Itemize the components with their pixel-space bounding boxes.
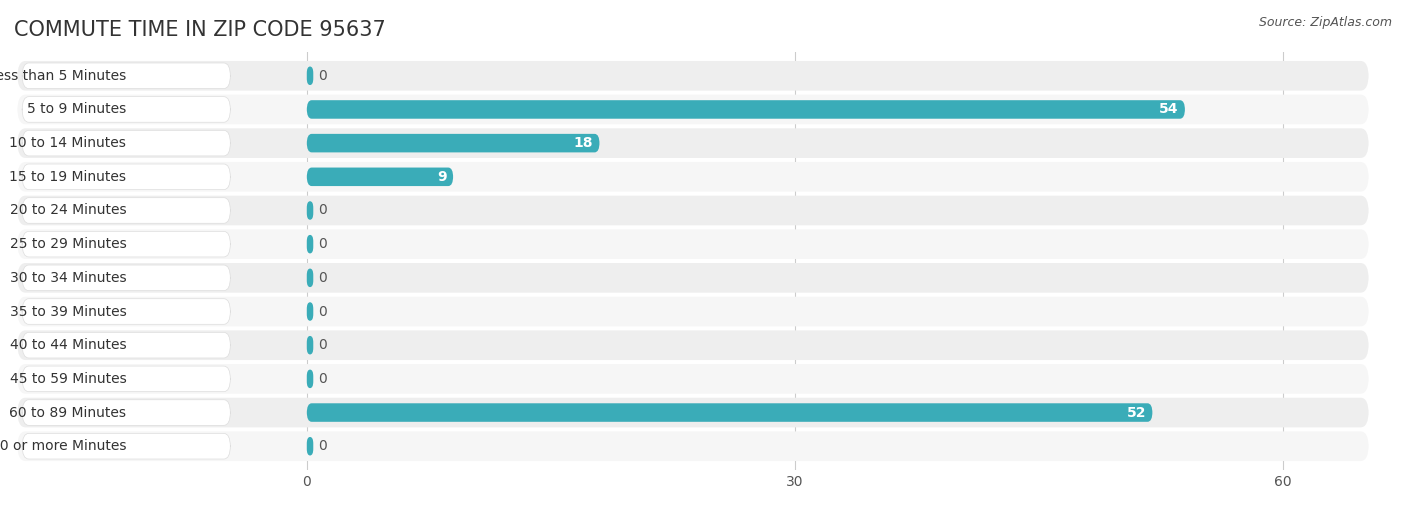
Text: 0: 0 bbox=[318, 372, 328, 386]
Text: 54: 54 bbox=[1159, 102, 1178, 116]
FancyBboxPatch shape bbox=[307, 437, 314, 456]
Text: 15 to 19 Minutes: 15 to 19 Minutes bbox=[10, 170, 127, 184]
Text: 52: 52 bbox=[1126, 406, 1146, 420]
FancyBboxPatch shape bbox=[307, 302, 314, 321]
FancyBboxPatch shape bbox=[17, 330, 1368, 360]
FancyBboxPatch shape bbox=[22, 366, 231, 392]
Text: 60 to 89 Minutes: 60 to 89 Minutes bbox=[10, 406, 127, 420]
Text: 25 to 29 Minutes: 25 to 29 Minutes bbox=[10, 237, 127, 251]
FancyBboxPatch shape bbox=[22, 400, 231, 425]
FancyBboxPatch shape bbox=[307, 201, 314, 220]
Text: 20 to 24 Minutes: 20 to 24 Minutes bbox=[10, 204, 127, 218]
FancyBboxPatch shape bbox=[22, 333, 231, 358]
FancyBboxPatch shape bbox=[307, 336, 314, 354]
FancyBboxPatch shape bbox=[17, 196, 1368, 226]
FancyBboxPatch shape bbox=[307, 66, 314, 85]
FancyBboxPatch shape bbox=[17, 263, 1368, 293]
FancyBboxPatch shape bbox=[17, 162, 1368, 192]
Text: 90 or more Minutes: 90 or more Minutes bbox=[0, 439, 127, 453]
FancyBboxPatch shape bbox=[307, 235, 314, 253]
FancyBboxPatch shape bbox=[22, 433, 231, 459]
Text: 0: 0 bbox=[318, 271, 328, 285]
FancyBboxPatch shape bbox=[307, 100, 1185, 118]
Text: Less than 5 Minutes: Less than 5 Minutes bbox=[0, 69, 127, 83]
Text: 0: 0 bbox=[318, 338, 328, 352]
FancyBboxPatch shape bbox=[22, 97, 231, 122]
Text: 0: 0 bbox=[318, 439, 328, 453]
Text: 9: 9 bbox=[437, 170, 447, 184]
FancyBboxPatch shape bbox=[22, 265, 231, 291]
FancyBboxPatch shape bbox=[17, 128, 1368, 158]
FancyBboxPatch shape bbox=[17, 431, 1368, 461]
Text: Source: ZipAtlas.com: Source: ZipAtlas.com bbox=[1258, 16, 1392, 29]
Text: 40 to 44 Minutes: 40 to 44 Minutes bbox=[10, 338, 127, 352]
FancyBboxPatch shape bbox=[22, 198, 231, 223]
Text: 35 to 39 Minutes: 35 to 39 Minutes bbox=[10, 304, 127, 318]
FancyBboxPatch shape bbox=[17, 364, 1368, 394]
Text: 0: 0 bbox=[318, 304, 328, 318]
Text: 0: 0 bbox=[318, 204, 328, 218]
FancyBboxPatch shape bbox=[17, 229, 1368, 259]
FancyBboxPatch shape bbox=[22, 299, 231, 324]
Text: 0: 0 bbox=[318, 69, 328, 83]
Text: 10 to 14 Minutes: 10 to 14 Minutes bbox=[10, 136, 127, 150]
FancyBboxPatch shape bbox=[307, 269, 314, 287]
FancyBboxPatch shape bbox=[307, 370, 314, 388]
Text: 30 to 34 Minutes: 30 to 34 Minutes bbox=[10, 271, 127, 285]
FancyBboxPatch shape bbox=[22, 164, 231, 189]
FancyBboxPatch shape bbox=[17, 296, 1368, 326]
Text: 0: 0 bbox=[318, 237, 328, 251]
Text: 5 to 9 Minutes: 5 to 9 Minutes bbox=[27, 102, 127, 116]
FancyBboxPatch shape bbox=[307, 168, 453, 186]
FancyBboxPatch shape bbox=[22, 130, 231, 156]
Text: 18: 18 bbox=[574, 136, 593, 150]
FancyBboxPatch shape bbox=[17, 94, 1368, 124]
FancyBboxPatch shape bbox=[307, 404, 1153, 422]
FancyBboxPatch shape bbox=[307, 134, 599, 152]
FancyBboxPatch shape bbox=[17, 61, 1368, 91]
FancyBboxPatch shape bbox=[17, 398, 1368, 428]
Text: 45 to 59 Minutes: 45 to 59 Minutes bbox=[10, 372, 127, 386]
FancyBboxPatch shape bbox=[22, 231, 231, 257]
Text: COMMUTE TIME IN ZIP CODE 95637: COMMUTE TIME IN ZIP CODE 95637 bbox=[14, 19, 385, 40]
FancyBboxPatch shape bbox=[22, 63, 231, 89]
